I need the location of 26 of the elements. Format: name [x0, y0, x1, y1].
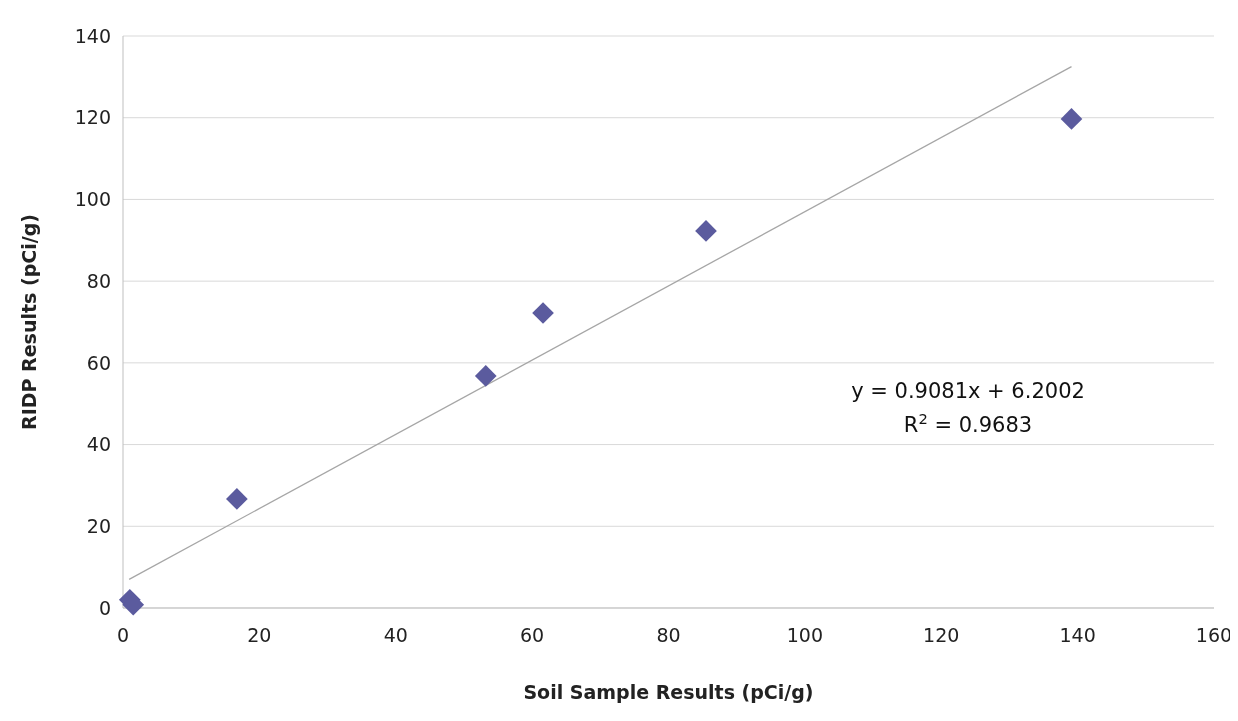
- x-tick-label: 120: [923, 624, 960, 646]
- y-tick-label: 20: [86, 514, 111, 537]
- annotation: R$^{2}$ = 0.9683: [903, 409, 1033, 437]
- point: [532, 302, 554, 324]
- y-axis-title: RIDP Results (pCi/g): [18, 214, 40, 430]
- y-tick-label: 0: [98, 596, 111, 619]
- x-tick-label: 60: [520, 624, 545, 646]
- y-tick-label: 120: [74, 106, 111, 129]
- point: [695, 220, 717, 242]
- x-axis-title: Soil Sample Results (pCi/g): [523, 681, 814, 703]
- point: [1060, 108, 1083, 130]
- y-tick-label: 140: [74, 24, 111, 47]
- x-tick-label: 160: [1195, 624, 1233, 646]
- annotation: y = 0.9081x + 6.2002: [851, 379, 1085, 403]
- x-tick-label: 20: [247, 624, 272, 646]
- x-tick-label: 40: [383, 624, 408, 646]
- x-tick-label: 80: [656, 624, 681, 646]
- x-tick-label: 0: [116, 624, 130, 646]
- x-tick-label: 140: [1059, 624, 1096, 646]
- y-tick-label: 100: [74, 188, 111, 211]
- point: [474, 365, 497, 387]
- y-tick-label: 80: [86, 269, 111, 292]
- x-tick-label: 100: [786, 624, 824, 646]
- y-tick-label: 40: [86, 433, 111, 456]
- point: [226, 488, 248, 510]
- y-tick-label: 60: [86, 351, 111, 374]
